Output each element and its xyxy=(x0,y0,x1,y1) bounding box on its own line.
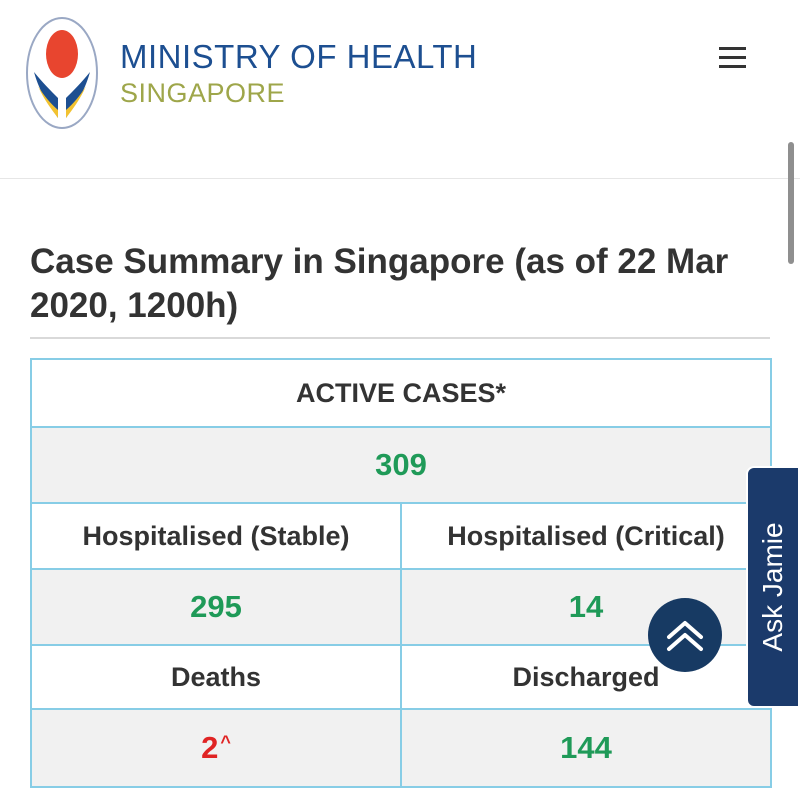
double-chevron-up-icon xyxy=(667,621,703,651)
case-summary-table: ACTIVE CASES* 309 Hospitalised (Stable) … xyxy=(30,358,772,788)
hamburger-menu-icon[interactable] xyxy=(713,40,753,74)
org-name: MINISTRY OF HEALTH xyxy=(120,38,478,75)
page-title: Case Summary in Singapore (as of 22 Mar … xyxy=(30,242,729,325)
moh-logo-icon[interactable] xyxy=(24,14,100,132)
hospitalised-critical-label: Hospitalised (Critical) xyxy=(400,502,772,570)
deaths-footnote-marker: ^ xyxy=(220,732,231,752)
discharged-value: 144 xyxy=(400,708,772,788)
deaths-label: Deaths xyxy=(30,644,402,710)
scrollbar-thumb[interactable] xyxy=(788,142,794,264)
discharged-label: Discharged xyxy=(400,644,772,710)
title-divider xyxy=(30,337,770,339)
back-to-top-button[interactable] xyxy=(648,598,722,672)
deaths-cell: 2 ^ xyxy=(30,708,402,788)
site-header: MINISTRY OF HEALTH SINGAPORE xyxy=(0,0,800,179)
active-cases-label: ACTIVE CASES* xyxy=(30,358,772,428)
active-cases-value: 309 xyxy=(30,426,772,504)
ask-jamie-button[interactable]: Ask Jamie xyxy=(746,466,800,708)
hospitalised-stable-label: Hospitalised (Stable) xyxy=(30,502,402,570)
hospitalised-stable-value: 295 xyxy=(30,568,402,646)
org-country: SINGAPORE xyxy=(120,78,286,108)
ask-jamie-label: Ask Jamie xyxy=(757,522,788,652)
deaths-value: 2 xyxy=(201,730,219,765)
